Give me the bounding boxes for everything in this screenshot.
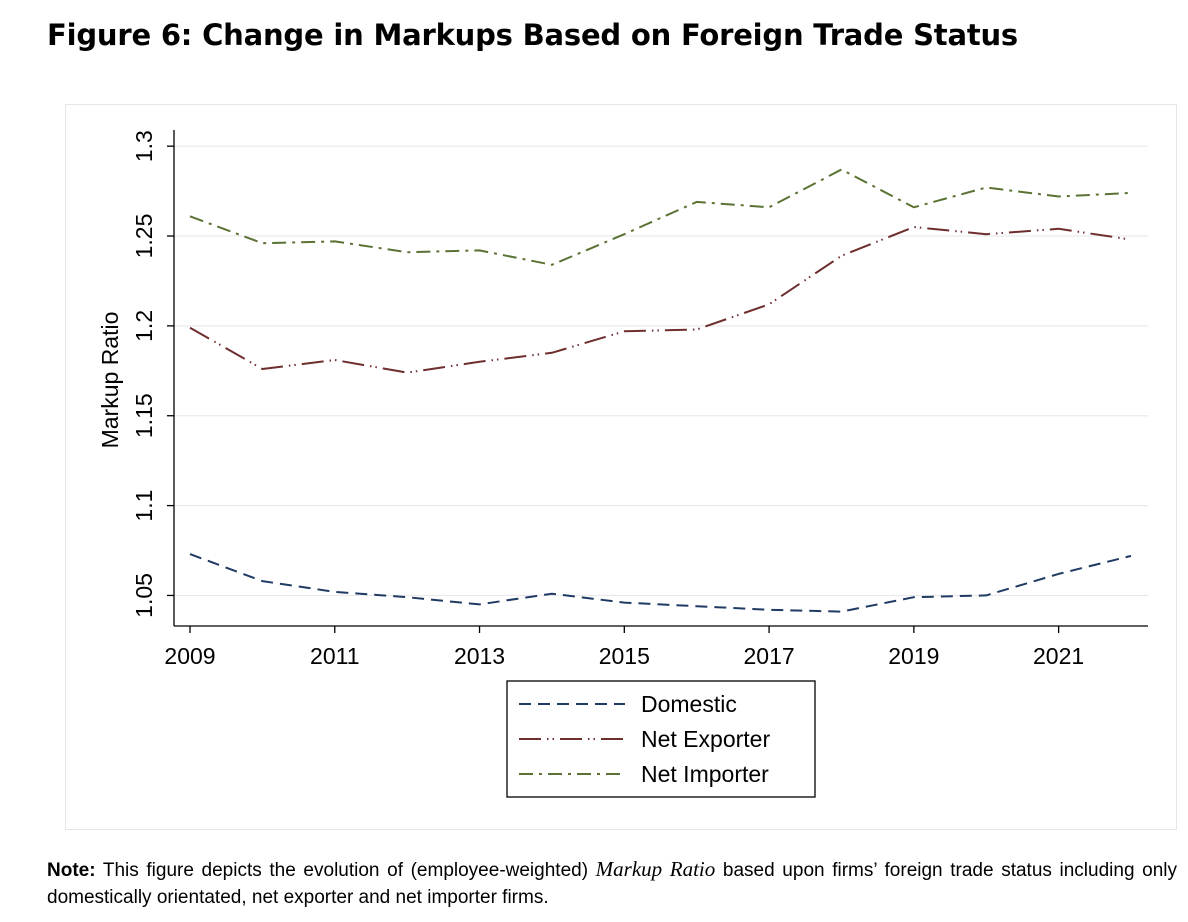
y-tick-label: 1.1 [131, 490, 157, 522]
legend-label-net-exporter: Net Exporter [641, 726, 770, 752]
y-tick-label: 1.05 [131, 573, 157, 618]
note-emphasis: Markup Ratio [595, 857, 716, 881]
y-axis-title: Markup Ratio [97, 312, 123, 449]
note-label: Note: [47, 860, 96, 881]
series-line-domestic [189, 553, 1132, 613]
legend-label-domestic: Domestic [641, 691, 737, 717]
figure-note: Note: This figure depicts the evolution … [47, 856, 1177, 911]
x-tick-label: 2015 [599, 643, 650, 669]
x-tick-label: 2013 [454, 643, 505, 669]
series-line-net-exporter [189, 226, 1132, 374]
note-text-before: This figure depicts the evolution of (em… [102, 860, 589, 881]
x-tick-label: 2017 [743, 643, 794, 669]
legend-label-net-importer: Net Importer [641, 761, 769, 787]
line-chart: 1.05 1.1 1.15 1.2 1.25 1.3 2009 2011 2013 2015 201… [97, 130, 1148, 798]
x-tick-label: 2011 [310, 643, 359, 669]
x-tick-label: 2021 [1033, 643, 1084, 669]
x-tick-label: 2009 [164, 643, 215, 669]
note-text-after: based upon firms’ foreign trade status i… [47, 860, 1178, 908]
y-tick-label: 1.25 [131, 214, 157, 259]
legend-box [506, 680, 816, 798]
y-tick-label: 1.15 [131, 393, 157, 438]
x-tick-label: 2019 [888, 643, 939, 669]
figure-title: Figure 6: Change in Markups Based on For… [47, 18, 1018, 52]
y-tick-label: 1.3 [131, 130, 157, 162]
y-tick-label: 1.2 [131, 310, 157, 342]
series-line-net-importer [189, 168, 1132, 266]
